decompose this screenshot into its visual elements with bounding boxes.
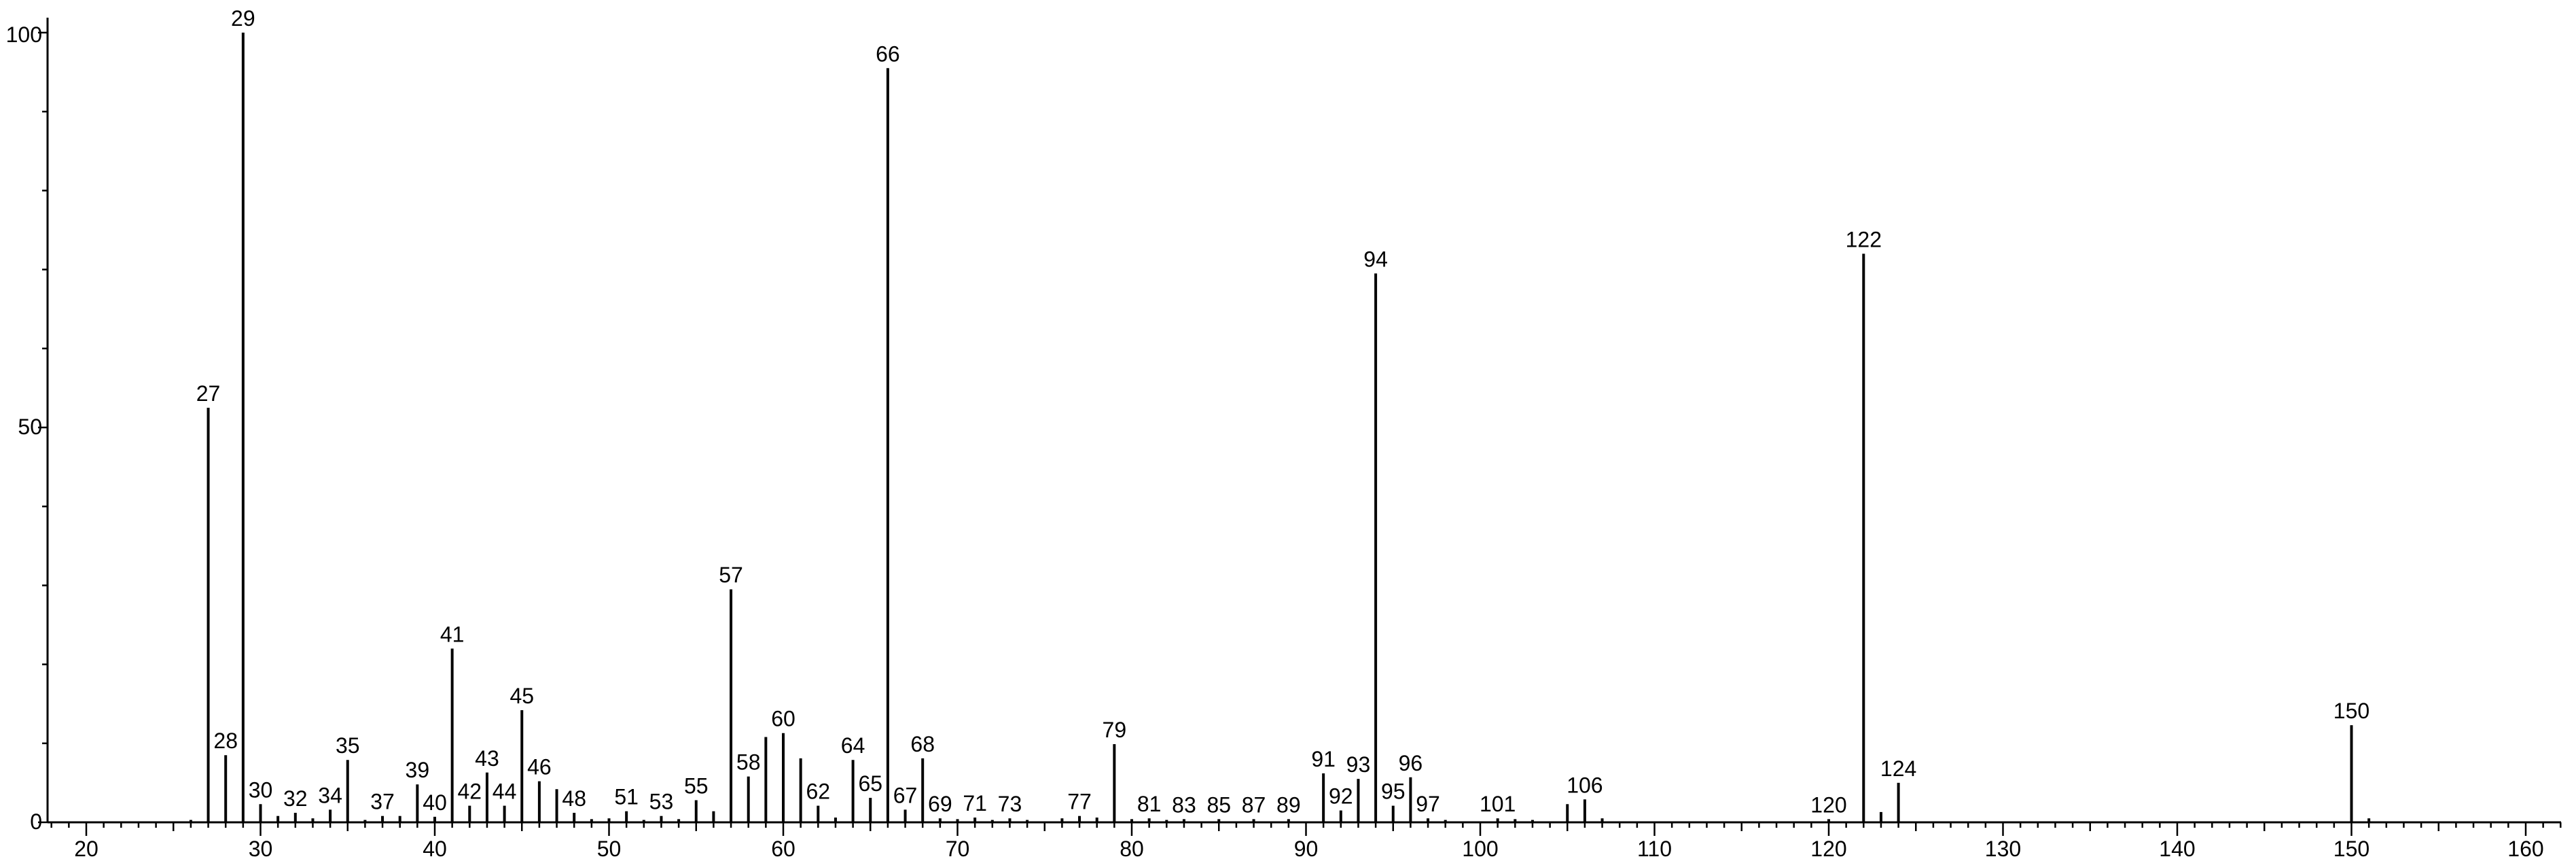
peak-label: 40: [423, 790, 447, 815]
peak-label: 73: [998, 792, 1022, 816]
peak-label: 43: [475, 746, 499, 771]
peak-label: 92: [1329, 784, 1353, 809]
peak-label: 55: [684, 773, 709, 798]
peak-labels: 27 28 29 30 32 34 35 37 39 40 41 42 43 44 45 46 48 51 53 55…: [196, 6, 2369, 817]
peak-label: 89: [1276, 792, 1301, 817]
axes: [46, 18, 2561, 824]
peak-label: 64: [841, 733, 865, 758]
y-tick-label: 50: [18, 415, 42, 439]
x-tick-label: 60: [771, 837, 795, 859]
peak-label: 94: [1363, 247, 1388, 271]
peak-label: 45: [509, 684, 534, 708]
peak-label: 77: [1067, 790, 1092, 814]
peak-label: 39: [406, 758, 430, 782]
peak-label: 95: [1381, 779, 1406, 804]
peak-bars: [189, 33, 2371, 822]
peak-label: 120: [1810, 792, 1846, 817]
x-tick-label: 20: [74, 837, 99, 859]
peak-label: 83: [1172, 792, 1196, 817]
peak-label: 60: [771, 707, 795, 731]
x-ticks: 20 30 40 50 60 70 80 90 100 110 120 130 140 150 160: [50, 822, 2562, 859]
x-tick-label: 150: [2333, 837, 2369, 859]
peak-label: 29: [231, 6, 255, 31]
peak-label: 37: [370, 790, 395, 814]
peak-label: 101: [1480, 792, 1516, 816]
y-ticks: 0 50 100: [6, 22, 48, 834]
peak-label: 62: [806, 779, 831, 804]
peak-label: 97: [1416, 792, 1440, 816]
peak-label: 28: [213, 729, 238, 753]
peak-label: 79: [1103, 718, 1127, 742]
peak-label: 85: [1206, 792, 1231, 817]
x-tick-label: 110: [1637, 837, 1672, 859]
peak-label: 67: [893, 783, 918, 807]
peak-label: 81: [1137, 792, 1162, 816]
peak-label: 42: [458, 779, 482, 804]
x-tick-label: 140: [2159, 837, 2195, 859]
peak-label: 122: [1846, 227, 1882, 251]
peak-label: 34: [318, 783, 342, 807]
x-tick-label: 30: [249, 837, 273, 859]
x-tick-label: 130: [1985, 837, 2021, 859]
peak-label: 30: [249, 777, 273, 802]
x-tick-label: 80: [1120, 837, 1144, 859]
peak-label: 71: [963, 791, 987, 816]
x-tick-label: 70: [946, 837, 970, 859]
peak-label: 91: [1311, 747, 1336, 771]
peak-label: 66: [876, 41, 900, 66]
peak-label: 68: [910, 732, 935, 756]
peak-label: 93: [1346, 752, 1371, 777]
peak-label: 58: [736, 750, 761, 775]
peak-label: 46: [527, 755, 552, 779]
peak-label: 96: [1399, 751, 1423, 775]
peak-label: 35: [336, 733, 360, 758]
x-tick-label: 40: [423, 837, 447, 859]
y-tick-label: 100: [6, 22, 42, 47]
peak-label: 48: [562, 786, 586, 811]
x-tick-label: 160: [2507, 837, 2543, 859]
peak-label: 53: [649, 790, 674, 814]
peak-label: 106: [1567, 773, 1603, 797]
peak-label: 41: [440, 622, 465, 646]
peak-label: 124: [1880, 756, 1916, 781]
x-tick-label: 120: [1810, 837, 1846, 859]
peak-label: 32: [283, 786, 308, 811]
peak-label: 44: [493, 779, 517, 804]
x-tick-label: 100: [1462, 837, 1498, 859]
peak-label: 150: [2333, 699, 2369, 723]
x-tick-label: 50: [597, 837, 622, 859]
peak-label: 69: [928, 792, 952, 816]
x-tick-label: 90: [1294, 837, 1319, 859]
peak-label: 65: [858, 771, 882, 796]
peak-label: 57: [719, 563, 743, 587]
peak-label: 51: [614, 785, 639, 809]
y-tick-label: 0: [30, 809, 42, 834]
peak-label: 27: [196, 381, 221, 406]
peak-label: 87: [1242, 792, 1266, 817]
